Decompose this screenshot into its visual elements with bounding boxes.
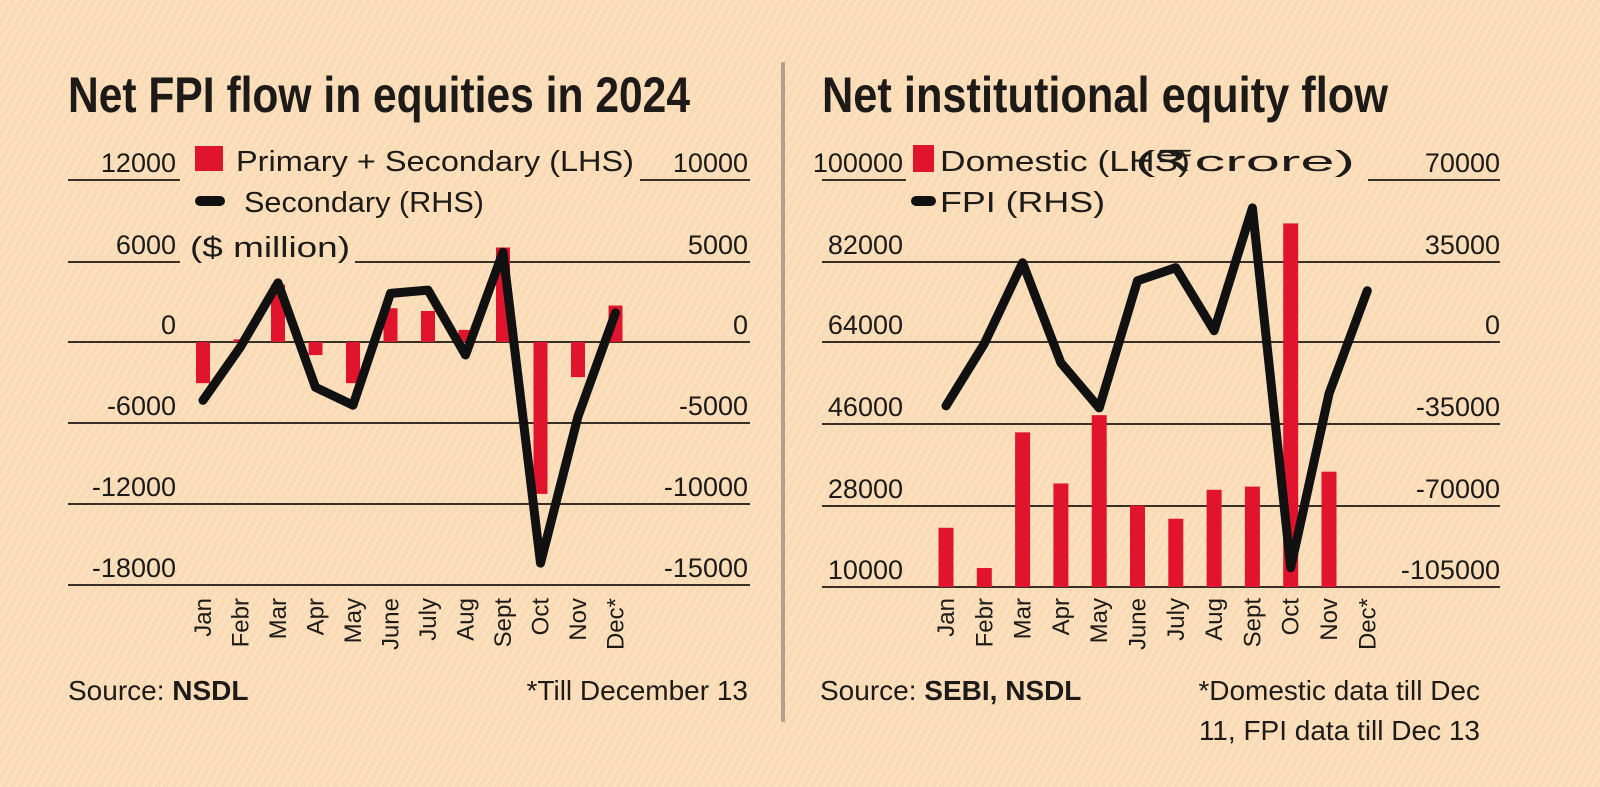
x-tick-label: May: [1086, 598, 1113, 643]
right-axis-tick: 35000: [1425, 230, 1500, 260]
legend-label: FPI (RHS): [940, 187, 1105, 219]
x-tick-label: Aug: [1201, 598, 1228, 641]
left-axis-tick: 46000: [828, 392, 903, 422]
right-axis-tick: -70000: [1416, 474, 1500, 504]
right-panel: Net institutional equity flow 100000 820…: [813, 67, 1500, 746]
left-gridlines: [68, 179, 750, 586]
bar-aug: [1206, 489, 1222, 587]
bar-febr: [976, 568, 992, 587]
right-chart-title: Net institutional equity flow: [822, 67, 1388, 123]
right-axis-tick: 0: [733, 310, 748, 340]
bar-nov: [1321, 471, 1337, 587]
x-tick-label: Dec*: [603, 598, 630, 650]
left-legend: Primary + Secondary (LHS) Secondary (RHS…: [190, 146, 634, 264]
x-tick-label: Aug: [453, 598, 480, 641]
bar-june: [1130, 505, 1145, 587]
left-axis-tick: -12000: [92, 472, 176, 502]
x-tick-label: Mar: [1010, 598, 1037, 639]
bar-sept: [1244, 486, 1260, 587]
x-tick-label: Apr: [1048, 598, 1075, 635]
footnote: *Till December 13: [527, 675, 748, 706]
right-plot: Jan Febr Mar Apr May June July Aug Sept Oct Nov Dec…: [933, 203, 1381, 650]
left-axis-tick: 6000: [116, 230, 176, 260]
legend-swatch-bar: [913, 145, 934, 172]
right-axis-tick: 0: [1485, 310, 1500, 340]
left-axis-tick: 82000: [828, 230, 903, 260]
x-tick-label: Nov: [565, 598, 592, 641]
right-axis-tick: -15000: [664, 553, 748, 583]
footnote-line2: 11, FPI data till Dec 13: [1199, 715, 1480, 746]
x-tick-label: Febr: [971, 598, 998, 647]
legend-label: Secondary (RHS): [244, 187, 484, 219]
unit-label: (₹crore): [1135, 146, 1355, 178]
source-prefix: Source:: [820, 675, 924, 706]
left-axis-tick: 10000: [828, 555, 903, 585]
right-axis-tick: 5000: [688, 230, 748, 260]
bar-july: [421, 310, 435, 342]
unit-label: ($ million): [190, 232, 350, 264]
right-axis-tick: -105000: [1401, 555, 1500, 585]
x-tick-label: May: [340, 598, 367, 643]
bar-may: [1091, 415, 1107, 587]
right-legend: Domestic (LHS) (₹crore) FPI (RHS): [911, 145, 1355, 219]
bar-apr: [1053, 483, 1069, 587]
x-tick-label: Mar: [265, 598, 292, 639]
right-axis-tick: 70000: [1425, 148, 1500, 178]
bar-mar: [1015, 432, 1031, 587]
bar-jan: [196, 342, 210, 384]
legend-swatch-bar: [195, 146, 223, 171]
right-gridlines: [822, 179, 1500, 588]
source-note: Source: NSDL: [68, 675, 249, 706]
source-name: SEBI, NSDL: [924, 675, 1081, 706]
x-tick-label: Apr: [303, 598, 330, 635]
left-plot: Jan Febr Mar Apr May June July Aug Sept Oct Nov Dec…: [190, 247, 630, 650]
source-note: Source: SEBI, NSDL: [820, 675, 1081, 706]
x-tick-label: Sept: [490, 598, 517, 648]
left-axis-tick: 28000: [828, 474, 903, 504]
right-axis-tick: -10000: [664, 472, 748, 502]
x-tick-label: Dec*: [1354, 598, 1381, 650]
right-axis-tick: 10000: [673, 148, 748, 178]
footnote: *Domestic data till Dec: [1198, 675, 1480, 706]
left-chart-title: Net FPI flow in equities in 2024: [68, 67, 690, 123]
x-tick-label: July: [1163, 598, 1190, 641]
bar-apr: [308, 342, 323, 356]
x-tick-label: Febr: [228, 598, 255, 647]
x-tick-label: Oct: [1278, 598, 1305, 636]
right-axis-tick: -35000: [1416, 392, 1500, 422]
x-tick-label: July: [415, 598, 442, 641]
right-axis-tick: -5000: [679, 391, 748, 421]
bar-july: [1168, 518, 1184, 587]
source-name: NSDL: [172, 675, 248, 706]
left-axis-tick: 100000: [813, 148, 903, 178]
bar-nov: [571, 342, 585, 378]
line-series: [198, 247, 620, 568]
x-tick-label: June: [378, 598, 405, 650]
left-axis-tick: 64000: [828, 310, 903, 340]
legend-label: Domestic (LHS): [940, 146, 1190, 178]
line-series: [941, 203, 1372, 573]
x-tick-label: Sept: [1239, 598, 1266, 648]
bar-may: [346, 342, 360, 384]
left-axis-tick: 0: [161, 310, 176, 340]
x-tick-label: June: [1125, 598, 1152, 650]
x-tick-label: Jan: [933, 598, 960, 637]
left-axis-tick: -6000: [107, 391, 176, 421]
left-axis-tick: -18000: [92, 553, 176, 583]
source-prefix: Source:: [68, 675, 172, 706]
x-tick-label: Jan: [190, 598, 217, 637]
bar-jan: [938, 527, 954, 587]
legend-label: Primary + Secondary (LHS): [236, 146, 634, 178]
left-panel: Net FPI flow in equities in 2024 12000 6…: [68, 67, 750, 706]
left-axis-tick: 12000: [101, 148, 176, 178]
x-tick-label: Nov: [1316, 598, 1343, 641]
x-tick-label: Oct: [528, 598, 555, 636]
bar-oct: [533, 342, 548, 494]
